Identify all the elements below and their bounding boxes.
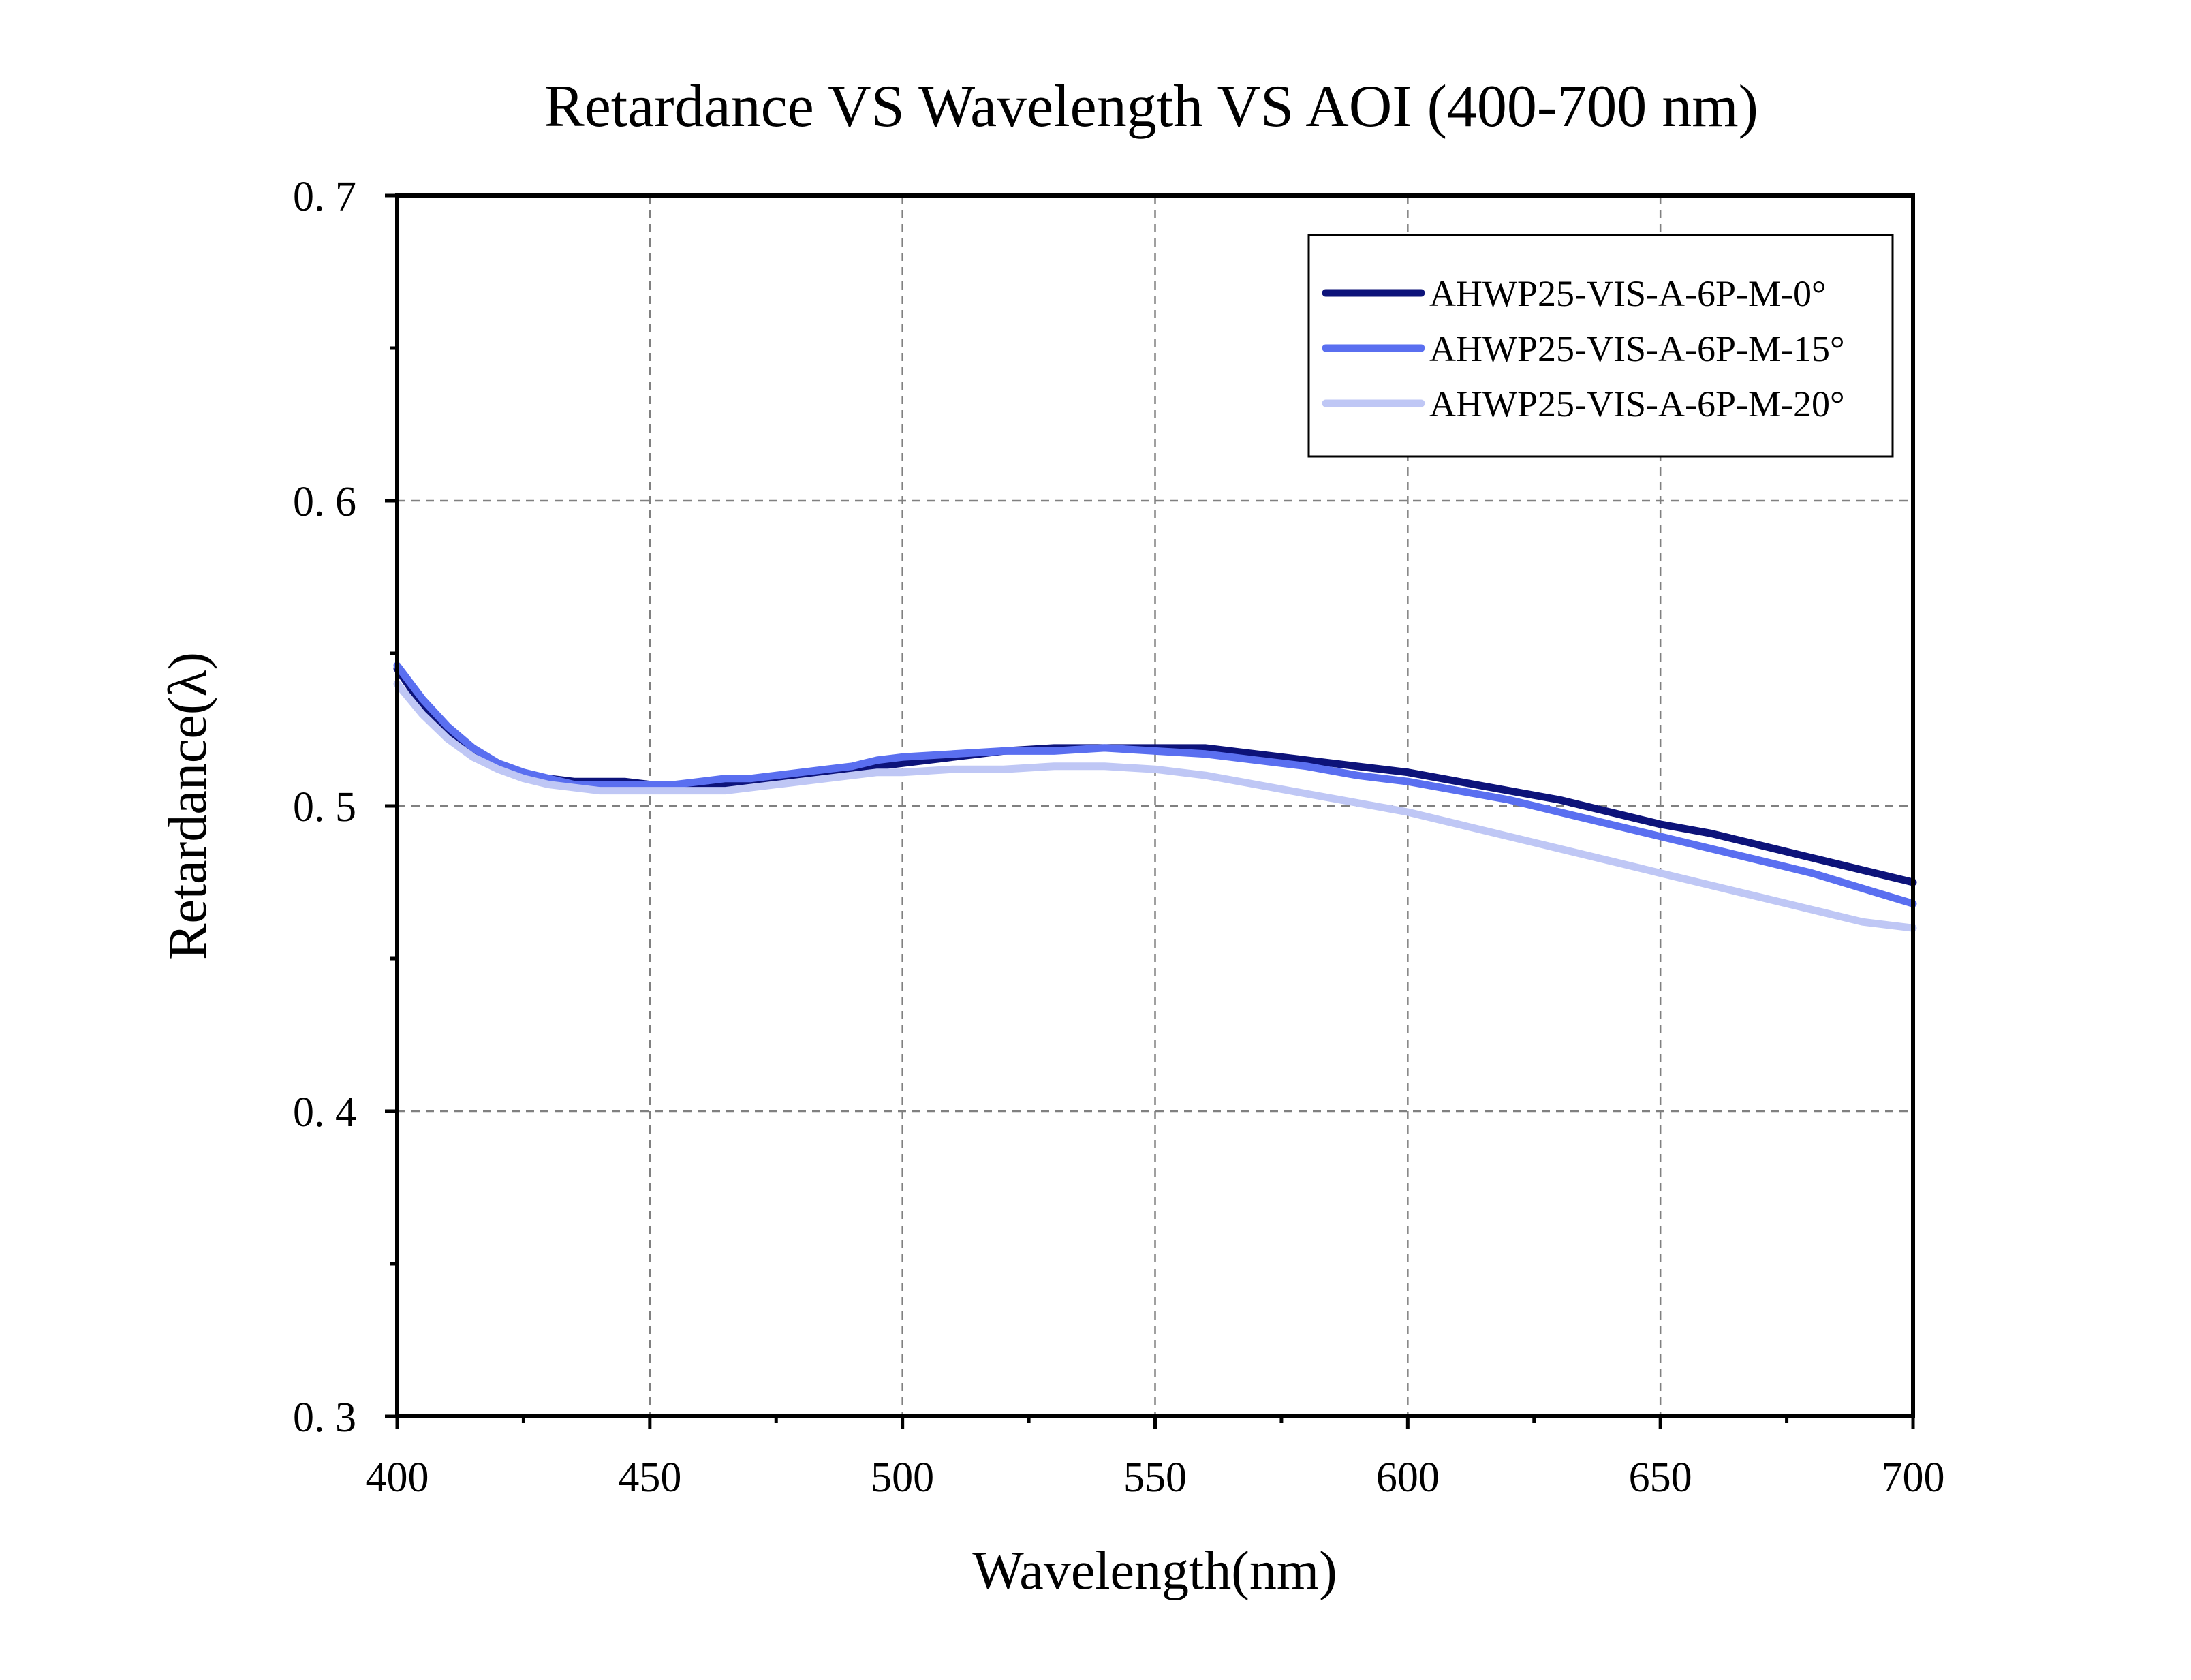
x-tick-label-6: 700 <box>1882 1455 1945 1501</box>
chart-title: Retardance VS Wavelength VS AOI (400-700… <box>544 74 1758 140</box>
x-tick-label-2: 500 <box>871 1455 934 1501</box>
axis-ticks <box>385 193 1915 1429</box>
legend-label-0: AHWP25-VIS-A-6P-M-0° <box>1429 273 1827 314</box>
series-line-2 <box>393 680 1917 932</box>
x-tick-label-3: 550 <box>1123 1455 1187 1501</box>
x-tick-label-4: 600 <box>1376 1455 1440 1501</box>
y-tick-label-2: 0. 5 <box>293 784 356 830</box>
y-tick-label-0: 0. 3 <box>293 1395 356 1441</box>
x-tick-label-0: 400 <box>366 1455 429 1501</box>
legend-label-1: AHWP25-VIS-A-6P-M-15° <box>1429 328 1845 369</box>
x-axis-label: Wavelength(nm) <box>972 1541 1337 1601</box>
y-tick-label-3: 0. 6 <box>293 479 356 525</box>
y-axis-tick-labels: 0. 3 0. 4 0. 5 0. 6 0. 7 <box>293 174 356 1441</box>
series-line-1 <box>393 662 1917 907</box>
x-axis-tick-labels: 400 450 500 550 600 650 700 <box>366 1455 1945 1501</box>
y-axis-label: Retardance(λ) <box>158 652 218 960</box>
legend: AHWP25-VIS-A-6P-M-0° AHWP25-VIS-A-6P-M-15… <box>1307 234 1894 458</box>
x-tick-label-5: 650 <box>1629 1455 1692 1501</box>
legend-label-2: AHWP25-VIS-A-6P-M-20° <box>1429 384 1845 424</box>
series-lines <box>393 662 1917 932</box>
y-tick-label-4: 0. 7 <box>293 174 356 220</box>
x-tick-label-1: 450 <box>618 1455 681 1501</box>
y-tick-label-1: 0. 4 <box>293 1089 356 1136</box>
